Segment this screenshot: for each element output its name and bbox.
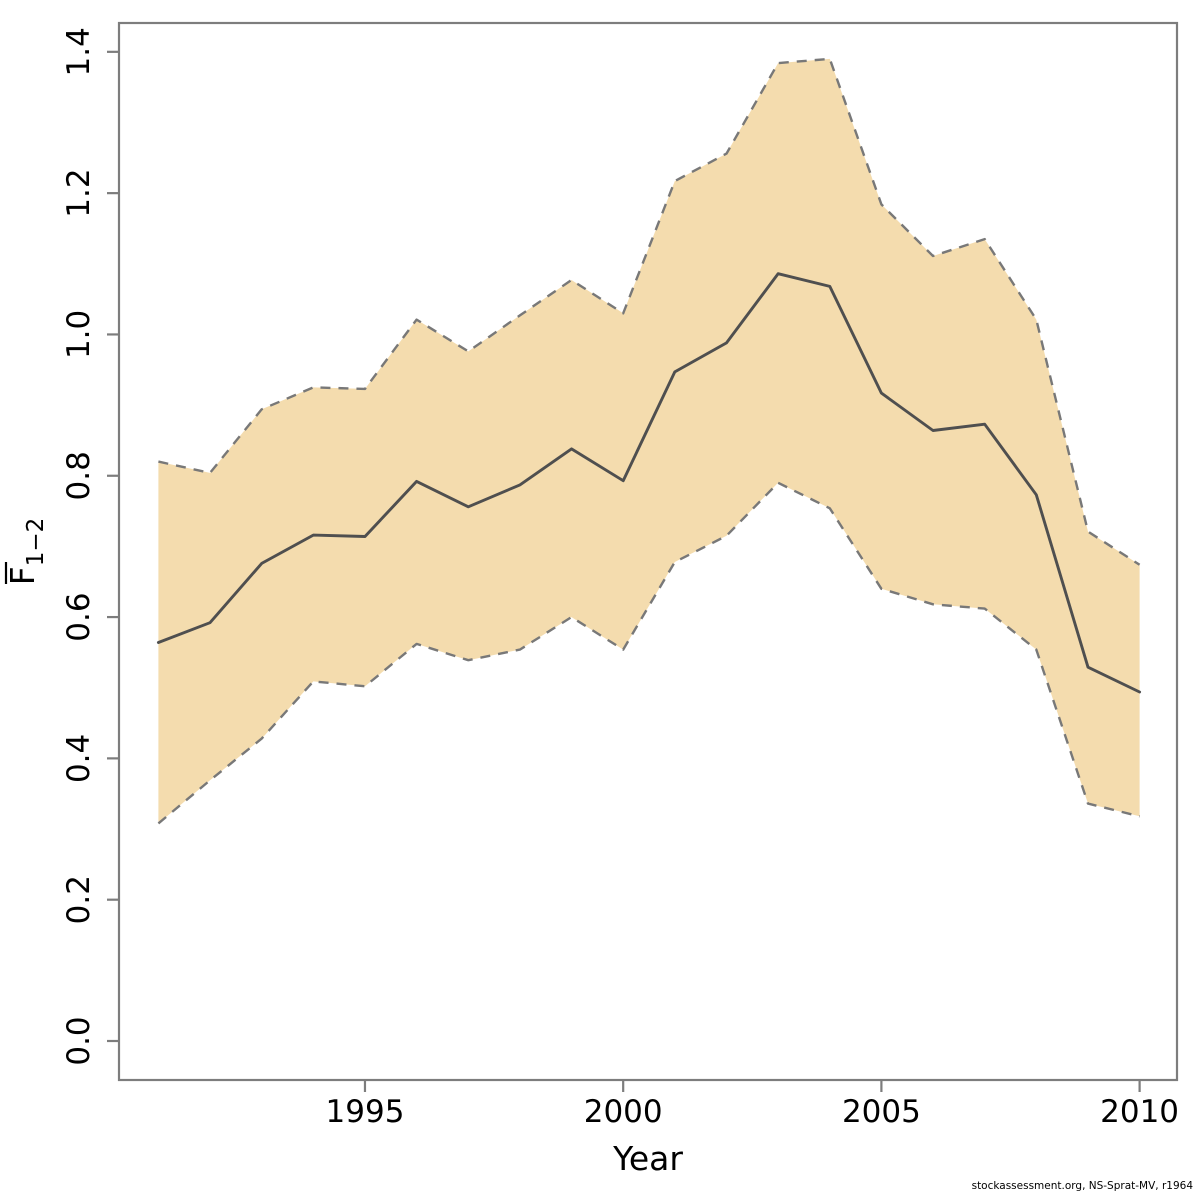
confidence-band-lower-edge: [157, 481, 1140, 825]
y-axis-tick-label: 1.0: [61, 310, 97, 359]
y-axis-tick-label: 1.2: [61, 168, 97, 217]
y-axis-tick-label: 0.8: [61, 451, 97, 500]
x-axis-tick-label: 2000: [584, 1094, 663, 1130]
mean-line: [156, 272, 1142, 694]
axis-layer: [107, 21, 1179, 1092]
band-layer: [157, 57, 1141, 825]
x-axis-title: Year: [612, 1139, 683, 1178]
y-axis-title: F1−2: [3, 518, 49, 586]
y-axis-tick-label: 0.4: [61, 734, 97, 783]
line-layer: [156, 272, 1142, 694]
x-axis-tick-label: 2005: [842, 1094, 921, 1130]
footer-credit: stockassessment.org, NS-Sprat-MV, r1964: [971, 1180, 1193, 1192]
label-layer: 0.0 0.2 0.4 0.6 0.8 1.0 1.2 1.4 1995 2000 2005 2010…: [3, 27, 1179, 1178]
y-axis-tick-label: 0.6: [61, 592, 97, 641]
x-axis-tick-label: 1995: [326, 1094, 405, 1130]
y-axis-title-text: F1−2: [3, 518, 49, 586]
y-axis-tick-label: 0.2: [61, 875, 97, 924]
y-axis-tick-label: 1.4: [61, 27, 97, 76]
x-axis-tick-label: 2010: [1100, 1094, 1179, 1130]
confidence-band: [158, 58, 1140, 824]
y-axis-tick-label: 0.0: [61, 1016, 97, 1065]
plot-box: [117, 21, 1179, 1082]
confidence-band-upper-edge: [158, 57, 1141, 566]
